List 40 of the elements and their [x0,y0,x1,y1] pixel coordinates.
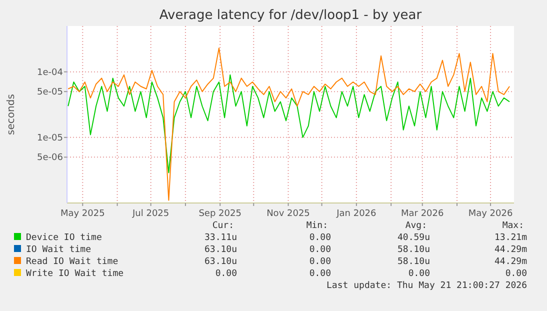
text: 0.00 [215,269,237,279]
text: 58.10u [397,257,430,267]
x-tick-label: Sep 2025 [198,209,242,219]
x-tick-label: Nov 2025 [266,209,310,219]
text: 44.29m [494,245,527,255]
x-tick-label: May 2026 [468,209,513,219]
y-tick-label: 5e-05 [37,88,63,98]
legend-label: Write IO Wait time [26,269,124,279]
y-axis-title: seconds [6,94,17,135]
x-tick-label: Jan 2026 [336,209,377,219]
legend-label: IO Wait time [26,245,92,255]
x-tick-label: Jul 2025 [132,209,170,219]
x-tick-label: Mar 2026 [400,209,444,219]
text: Last update: Thu May 21 21:00:27 2026 [326,281,527,291]
line-series [68,48,510,201]
text: 13.21m [494,233,527,243]
text: 0.00 [309,233,331,243]
text: Cur: [212,221,234,231]
legend-label: Device IO time [26,233,102,243]
text: 63.10u [204,245,237,255]
text: Max: [502,221,524,231]
legend-label: Read IO Wait time [26,257,118,267]
text: 0.00 [408,269,430,279]
text: 58.10u [397,245,430,255]
text: 0.00 [309,257,331,267]
text: 63.10u [204,257,237,267]
chart-title: Average latency for /dev/loop1 - by year [159,8,422,23]
text: 33.11u [204,233,237,243]
y-tick-label: 5e-06 [37,153,64,164]
text: 0.00 [309,245,331,255]
line-series [68,74,510,174]
x-tick-label: May 2025 [60,209,105,219]
text: 0.00 [309,269,331,279]
text: Min: [306,221,328,231]
text: 40.59u [397,233,430,243]
y-tick-label: 1e-05 [37,133,63,144]
text: Avg: [405,221,427,231]
y-tick-label: 1e-04 [37,68,64,78]
text: 0.00 [505,269,527,279]
text: 44.29m [494,257,527,267]
